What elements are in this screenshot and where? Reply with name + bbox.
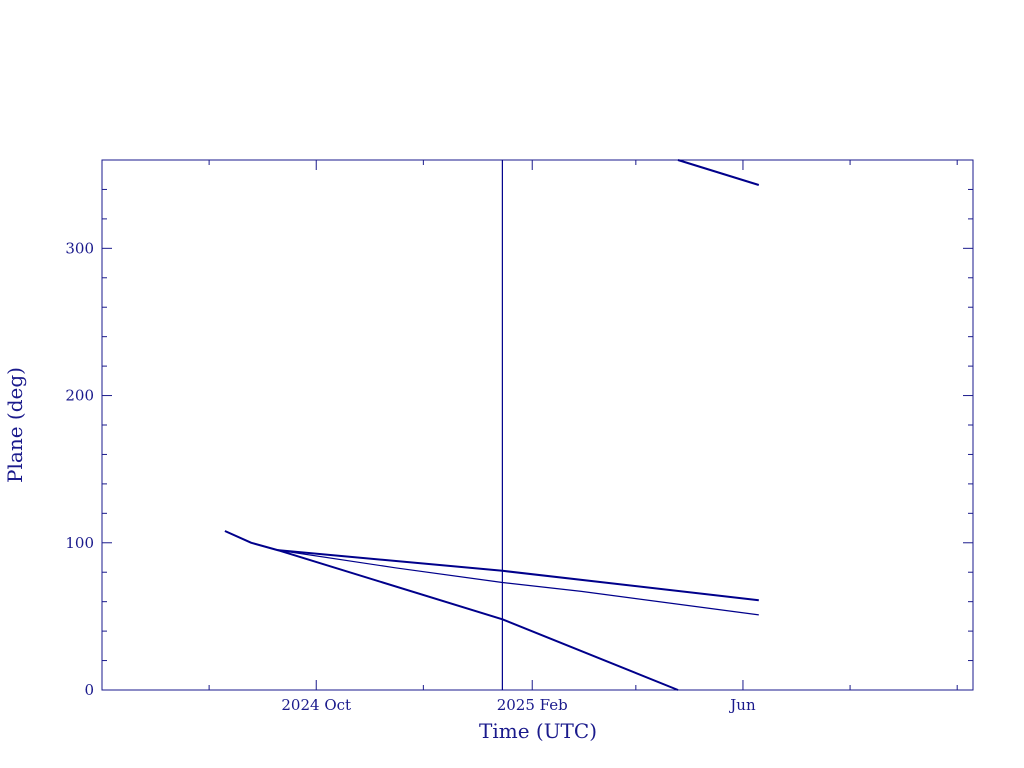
y-tick-label: 200 — [65, 387, 94, 405]
x-tick-label: Jun — [728, 696, 756, 714]
series-line-3 — [277, 549, 759, 616]
x-tick-label: 2025 Feb — [497, 696, 568, 714]
x-tick-label: 2024 Oct — [281, 696, 351, 714]
y-tick-label: 0 — [84, 681, 94, 699]
y-tick-label: 300 — [65, 239, 94, 257]
series-layer — [224, 159, 760, 691]
x-tick-labels: 2024 Oct 2025 Feb Jun — [281, 696, 756, 714]
minor-ticks — [102, 160, 973, 690]
plot-frame — [101, 159, 974, 691]
y-tick-label: 100 — [65, 534, 94, 552]
series-line-1 — [677, 159, 760, 186]
x-axis-title: Time (UTC) — [479, 719, 597, 743]
y-tick-labels: 0 100 200 300 — [65, 239, 94, 699]
series-line-1 — [224, 530, 679, 691]
y-axis-title: Plane (deg) — [3, 367, 27, 483]
series-line-2 — [277, 549, 759, 602]
